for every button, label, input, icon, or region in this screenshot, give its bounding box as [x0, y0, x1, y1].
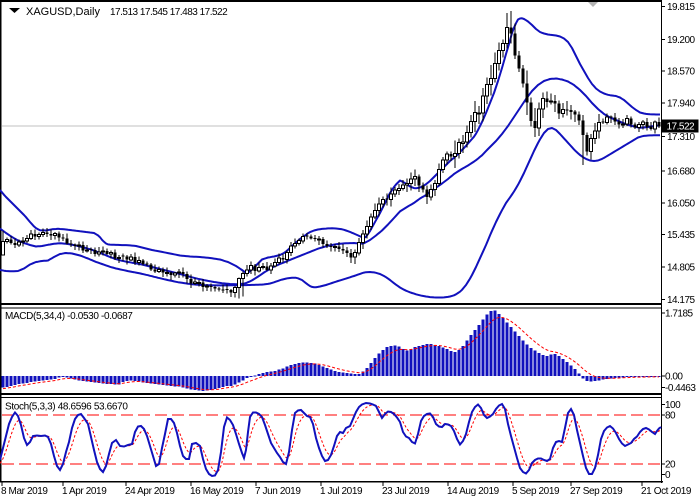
- svg-text:24 Apr 2019: 24 Apr 2019: [125, 486, 175, 497]
- svg-text:0: 0: [665, 470, 671, 481]
- svg-text:100: 100: [665, 400, 681, 411]
- svg-text:16 May 2019: 16 May 2019: [190, 486, 244, 497]
- svg-text:7 Jun 2019: 7 Jun 2019: [255, 486, 301, 497]
- svg-text:Stoch(5,3,3) 48.6596 53.6670: Stoch(5,3,3) 48.6596 53.6670: [5, 402, 128, 413]
- svg-text:0.00: 0.00: [665, 372, 683, 383]
- svg-text:15.435: 15.435: [667, 230, 696, 241]
- svg-text:18.570: 18.570: [667, 67, 696, 78]
- svg-text:16.680: 16.680: [667, 167, 696, 178]
- svg-text:17.310: 17.310: [667, 132, 696, 143]
- svg-text:5 Sep 2019: 5 Sep 2019: [512, 486, 560, 497]
- svg-text:17.513 17.545 17.483 17.522: 17.513 17.545 17.483 17.522: [110, 7, 228, 18]
- svg-text:16.050: 16.050: [667, 199, 696, 210]
- svg-text:80: 80: [665, 411, 676, 422]
- svg-text:19.815: 19.815: [667, 2, 696, 13]
- svg-text:21 Oct 2019: 21 Oct 2019: [641, 486, 692, 497]
- svg-text:MACD(5,34,4) -0.0530 -0.0687: MACD(5,34,4) -0.0530 -0.0687: [5, 311, 133, 322]
- svg-text:14 Aug 2019: 14 Aug 2019: [447, 486, 500, 497]
- svg-text:14.175: 14.175: [667, 295, 696, 306]
- svg-text:-0.4463: -0.4463: [665, 383, 696, 394]
- svg-text:1 Jul 2019: 1 Jul 2019: [320, 486, 363, 497]
- svg-text:23 Jul 2019: 23 Jul 2019: [382, 486, 430, 497]
- svg-text:8 Mar 2019: 8 Mar 2019: [1, 486, 48, 497]
- svg-text:20: 20: [665, 460, 676, 471]
- svg-text:XAGUSD,Daily: XAGUSD,Daily: [26, 6, 100, 18]
- svg-text:27 Sep 2019: 27 Sep 2019: [570, 486, 623, 497]
- svg-text:1 Apr 2019: 1 Apr 2019: [62, 486, 107, 497]
- svg-text:19.200: 19.200: [667, 35, 696, 46]
- svg-text:17.940: 17.940: [667, 99, 696, 110]
- svg-text:17.522: 17.522: [667, 122, 696, 133]
- svg-text:14.805: 14.805: [667, 263, 696, 274]
- svg-text:1.7185: 1.7185: [665, 309, 694, 320]
